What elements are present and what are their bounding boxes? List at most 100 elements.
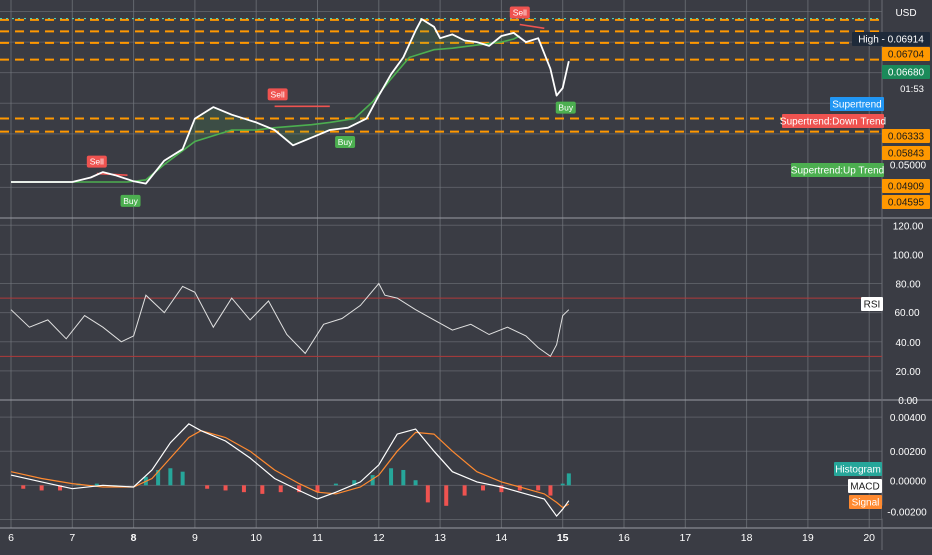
legend-up-bg [791,163,884,177]
y-tick-label: 0.00400 [890,413,927,424]
x-tick-label: 6 [8,532,14,544]
x-tick-label: 12 [373,532,385,544]
x-tick-label: 18 [741,532,753,544]
histogram-bar [548,485,553,496]
price-label-level: 0.04909 [888,182,925,193]
macd-neg-label: -0.00200 [887,508,927,519]
legend-rsi-bg [861,297,883,311]
price-label-level: 0.06704 [888,50,925,61]
histogram-bar [499,485,504,493]
histogram-bar [566,473,571,486]
y-tick-label: 0.00 [898,396,918,407]
legend-down: Supertrend:Down Trend [780,117,886,128]
histogram-bar [39,485,44,491]
price-label-level: 0.06333 [888,132,925,143]
x-tick-label: 20 [863,532,875,544]
y-tick-label: 80.00 [895,280,920,291]
macd-zero-label: 0.00000 [890,477,927,488]
sell-signal-label: Sell [90,157,104,167]
histogram-bar [333,483,338,486]
histogram-bar [241,485,246,493]
rsi-value-label-bg [885,305,929,320]
sell-signal-box [509,6,530,19]
buy-signal-box [555,101,576,114]
macd-pane[interactable] [10,423,571,518]
price-pane[interactable]: Sell Buy Sell Buy Sell Buy [0,6,882,207]
histogram-bar [444,485,449,506]
buy-signal-label: Buy [123,196,138,206]
histogram-bar [94,483,99,486]
signal-line [10,430,570,509]
supertrend-down-line [519,23,545,30]
histogram-bar [517,485,522,491]
buy-signal-label: Buy [558,103,573,113]
currency-label: USD [895,8,916,19]
histogram-bar [536,485,541,491]
legend-macd-1-bg [848,479,882,493]
histogram-bar [168,468,173,486]
price-label-level-bg [882,195,930,209]
histogram-bar [205,485,210,489]
price-label-high-bg [852,32,930,46]
price-label-last: 0.06680 [888,68,925,79]
macd-neg-label-bg [882,505,932,519]
legend-rsi: RSI [864,300,881,311]
histogram-bar [560,483,565,486]
histogram-bar [58,485,63,491]
histogram-bar [260,485,265,494]
price-line [11,18,570,185]
price-label-level-bg [882,179,930,193]
x-tick-label: 7 [69,532,75,544]
macd-zero-label-bg [885,474,931,488]
price-label-level-bg [882,129,930,143]
price-label-last-bg [882,65,930,79]
price-label-level: 0.05843 [888,149,925,160]
legend-macd-2: Signal [852,498,880,509]
histogram-bar [156,469,161,486]
histogram-bar [278,485,283,493]
x-tick-label: 15 [557,532,569,544]
histogram-bar [401,469,406,486]
x-tick-label: 19 [802,532,814,544]
buy-signal-label: Buy [338,137,353,147]
y-tick-label: 0.05000 [890,160,927,171]
histogram-bar [413,480,418,486]
y-tick-label: 20.00 [895,367,920,378]
y-tick-label: 0.00200 [890,447,927,458]
sell-signal-label: Sell [271,89,285,99]
sell-signal-label: Sell [513,7,527,17]
legend-macd-2-bg [849,495,882,509]
histogram-bar [352,480,357,486]
rsi-pane[interactable] [0,282,882,358]
axis-price-labels: High - 0.06914 0.06704 0.06680 0.06333 0.058… [780,32,932,519]
histogram-bar [389,468,394,486]
x-tick-label: 14 [496,532,508,544]
sell-signal-box [86,155,107,168]
histogram-bar [481,485,486,491]
price-label-level: 0.04595 [888,198,925,209]
buy-signal-box [335,136,356,149]
legend-macd-0-bg [834,462,882,476]
histogram-bar [462,485,467,496]
price-label-high: High - 0.06914 [858,35,924,46]
y-tick-label: 120.00 [893,221,924,232]
histogram-bar [180,471,185,486]
rsi-value-label: 60.00 [894,308,919,319]
price-label-level-bg [882,47,930,61]
legend-supertrend-bg [830,97,884,111]
x-axis: 6 7 8 9 10 11 12 13 14 15 16 17 18 19 20 [8,532,875,544]
legend-macd-0: Histogram [835,465,881,476]
x-tick-label: 10 [250,532,262,544]
x-tick-label: 13 [434,532,446,544]
histogram-bar [297,485,302,493]
histogram-bar [223,485,228,491]
histogram-bar [315,485,320,493]
y-tick-label: 100.00 [893,250,924,261]
price-label-level-bg [882,146,930,160]
grid-layer [0,0,882,528]
y-axis: USD 01:53 0.05000 120.00 100.00 80.00 40.00 2… [890,8,927,458]
x-tick-label: 17 [679,532,691,544]
